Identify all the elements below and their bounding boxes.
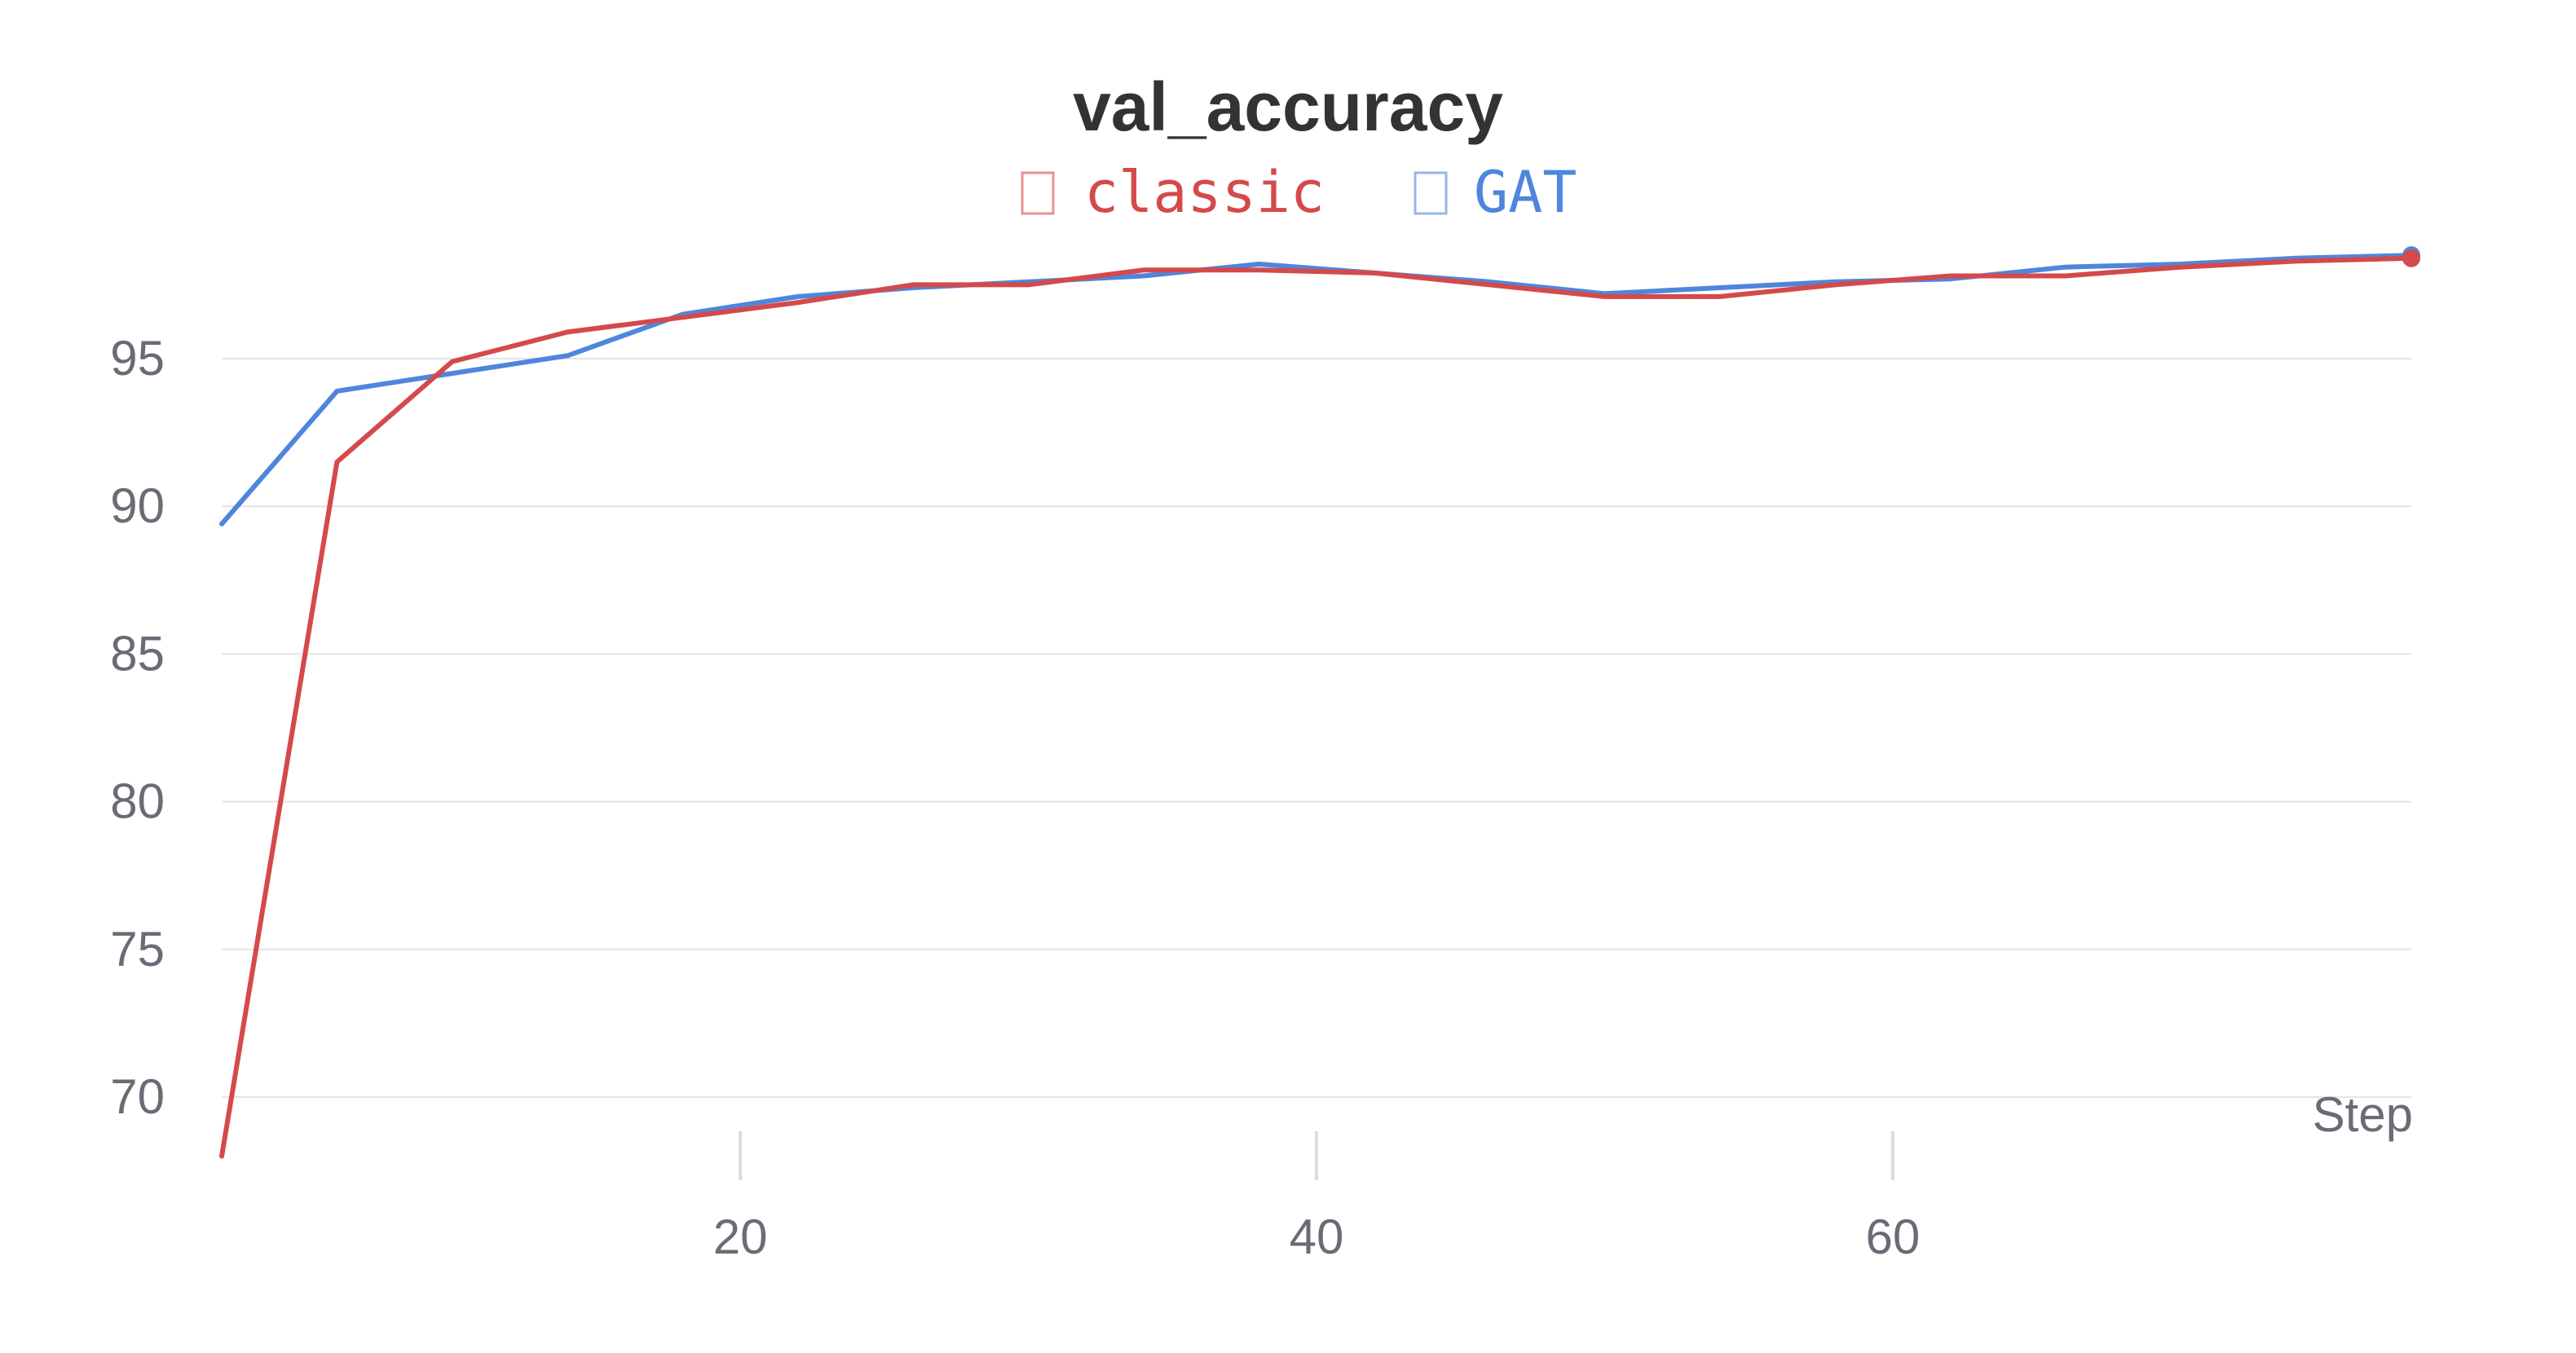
y-tick-label-85: 85 (110, 626, 165, 681)
series-end-point-classic (2402, 249, 2420, 267)
y-tick-label-75: 75 (110, 922, 165, 976)
y-tick-label-90: 90 (110, 478, 165, 533)
legend-item-classic[interactable]: classic (1021, 159, 1325, 226)
series-line-classic (219, 255, 2414, 1159)
x-tick-label-20: 20 (713, 1210, 768, 1264)
series (219, 246, 2420, 1159)
legend-swatch-classic (1021, 171, 1055, 215)
x-axis-label: Step (2313, 1087, 2413, 1142)
x-tick-label-40: 40 (1290, 1210, 1344, 1264)
grid (222, 358, 2411, 1098)
chart-title: val_accuracy (1073, 68, 1503, 145)
y-tick-label-95: 95 (110, 331, 165, 386)
y-tick-label-70: 70 (110, 1069, 165, 1124)
legend-item-gat[interactable]: GAT (1414, 159, 1577, 226)
y-tick-label-80: 80 (110, 774, 165, 829)
legend-swatch-gat (1414, 171, 1448, 215)
x-axis: 20 40 60 (713, 1131, 1920, 1264)
legend-label-gat: GAT (1474, 159, 1577, 226)
legend-label-classic: classic (1084, 159, 1325, 226)
series-line-gat (219, 253, 2414, 527)
legend: classic GAT (1021, 159, 1577, 226)
x-tick-label-60: 60 (1865, 1210, 1920, 1264)
y-axis: 70 75 80 85 90 95 (110, 331, 165, 1124)
